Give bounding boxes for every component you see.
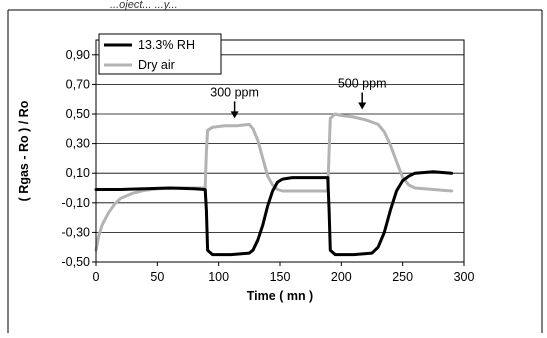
annotation-arrow-head	[358, 102, 367, 110]
series-line-13-3-rh	[94, 170, 454, 257]
series-group	[94, 112, 454, 257]
legend: 13.3% RH Dry air	[98, 33, 222, 75]
annotation-label: 300 ppm	[210, 85, 259, 99]
gridlines	[96, 54, 464, 263]
x-axis-ticks: 0 50 100 150 200 250 300	[93, 262, 475, 284]
x-tick-label: 150	[270, 270, 291, 284]
x-tick-label: 200	[331, 270, 352, 284]
x-tick-label: 250	[392, 270, 413, 284]
legend-label-13-3-rh: 13.3% RH	[138, 38, 195, 52]
x-tick-label: 300	[454, 270, 475, 284]
annotation-label: 500 ppm	[338, 76, 387, 90]
y-tick-label: 0,30	[66, 137, 90, 151]
annotation-arrow-head	[230, 111, 239, 119]
top-caption-text: ...oject... ...y...	[110, 0, 178, 11]
y-axis-ticks: -0,50 -0,30 -0,10 0,10 0,30 0,50 0,70 0,90	[62, 48, 96, 269]
y-tick-label: 0,90	[66, 48, 90, 62]
x-tick-label: 100	[208, 270, 229, 284]
y-tick-label: 0,70	[66, 77, 90, 91]
legend-box	[98, 33, 222, 75]
y-tick-label: -0,30	[62, 225, 91, 239]
series-line-dry-air	[94, 112, 454, 252]
x-tick-label: 0	[93, 270, 100, 284]
y-tick-label: 0,50	[66, 107, 90, 121]
x-axis-label: Time ( mn )	[247, 289, 313, 303]
legend-label-dry-air: Dry air	[138, 58, 175, 72]
y-tick-label: -0,10	[62, 196, 91, 210]
x-tick-label: 50	[150, 270, 164, 284]
y-tick-label: -0,50	[62, 255, 91, 269]
annotations: 300 ppm 500 ppm	[210, 76, 387, 119]
y-tick-label: 0,10	[66, 166, 90, 180]
y-axis-label: ( Rgas - Ro ) / Ro	[17, 100, 31, 201]
